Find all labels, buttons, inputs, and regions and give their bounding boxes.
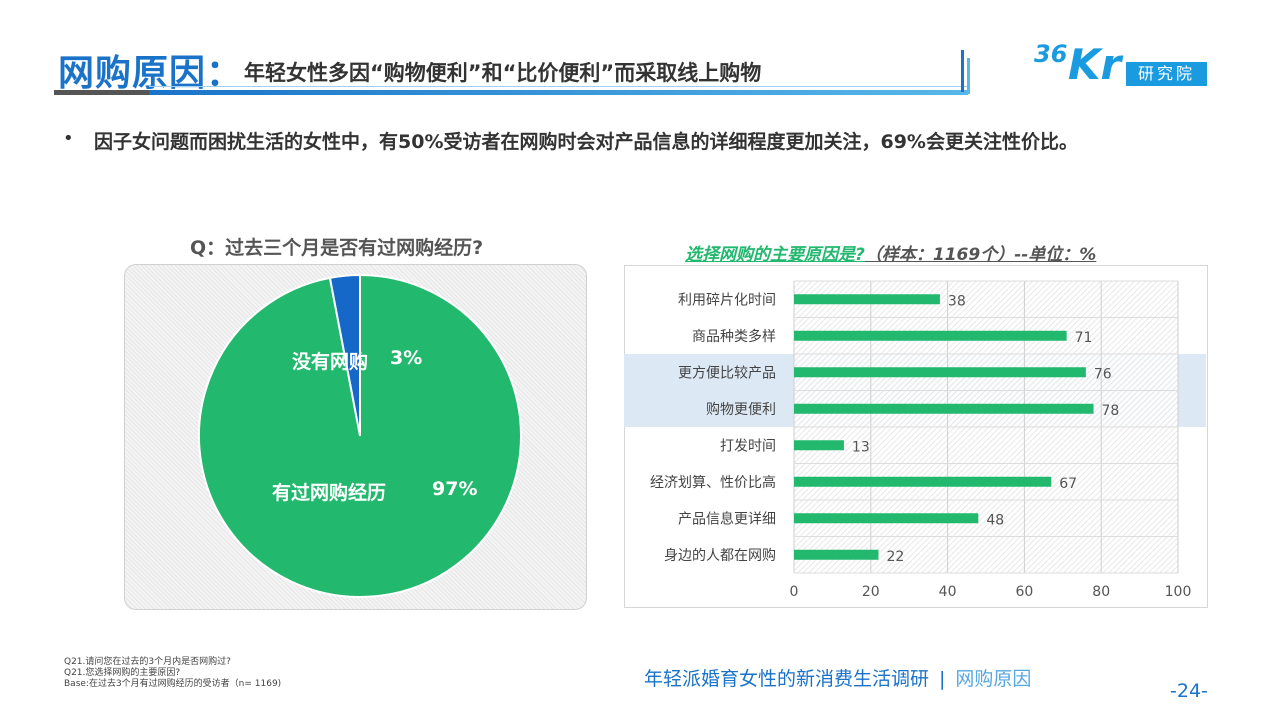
title-decoration-bar (967, 58, 970, 94)
title-underline-dark (54, 90, 149, 95)
category-label: 利用碎片化时间 (678, 292, 776, 308)
data-label: 13 (852, 439, 870, 455)
data-label: 71 (1075, 330, 1093, 346)
page-subtitle: 年轻女性多因“购物便利”和“比价便利”而采取线上购物 (244, 61, 762, 85)
data-label: 67 (1059, 476, 1077, 492)
bullet-text: 因子女问题而困扰生活的女性中，有50%受访者在网购时会对产品信息的详细程度更加关… (94, 131, 1078, 153)
category-label: 更方便比较产品 (678, 365, 776, 381)
data-label: 78 (1102, 403, 1120, 419)
bar (794, 403, 1094, 414)
footnote-line: Q21.请问您在过去的3个月内是否网购过? (64, 657, 231, 667)
category-label: 商品种类多样 (692, 328, 776, 345)
report-title: 年轻派婚育女性的新消费生活调研 (644, 668, 930, 690)
pie-pct-has-shopped: 97% (432, 478, 478, 500)
logo-36: 36 (1034, 40, 1068, 68)
title-underline-thin (149, 86, 968, 87)
bar-chart-question: 选择网购的主要原因是? (685, 245, 865, 265)
bar-chart: 利用碎片化时间 38 商品种类多样 71 更方便比较产品 76 购物更便利 78 打发时间 13 经… (624, 280, 1206, 600)
bar (794, 294, 940, 305)
pie-chart (198, 273, 522, 598)
bar (794, 476, 1052, 487)
logo-kr: Kr (1068, 40, 1122, 89)
section-name: 网购原因 (955, 668, 1032, 690)
pie-slice-has-shopped (198, 273, 522, 598)
page-title: 网购原因： (58, 53, 244, 94)
bar (794, 330, 1067, 341)
x-tick-label: 80 (1092, 584, 1110, 600)
category-label: 购物更便利 (706, 402, 776, 418)
x-tick-label: 0 (790, 584, 799, 600)
data-label: 22 (886, 549, 904, 565)
x-tick-label: 60 (1015, 584, 1033, 600)
x-tick-label: 20 (862, 584, 880, 600)
data-label: 76 (1094, 366, 1112, 382)
bar (794, 549, 879, 560)
pie-label-no-shopping: 没有网购 (292, 351, 369, 373)
footnote-line: Q21.您选择网购的主要原因? (64, 668, 181, 678)
title-underline-blue (149, 90, 968, 95)
pie-pct-no-shopping: 3% (390, 347, 423, 369)
x-tick-label: 100 (1165, 584, 1192, 600)
footer-separator: | (939, 668, 946, 690)
category-label: 打发时间 (720, 437, 776, 454)
category-label: 身边的人都在网购 (664, 548, 776, 564)
data-label: 38 (948, 293, 966, 309)
data-label: 48 (986, 512, 1004, 528)
pie-label-has-shopped: 有过网购经历 (272, 482, 387, 504)
footnotes: Q21.请问您在过去的3个月内是否网购过? Q21.您选择网购的主要原因? Ba… (64, 657, 281, 690)
bar (794, 367, 1086, 378)
category-label: 产品信息更详细 (678, 510, 776, 527)
pie-chart-title: Q：过去三个月是否有过网购经历? (190, 237, 484, 259)
bar-chart-title: 选择网购的主要原因是?（样本：1169个）--单位：% (685, 240, 1096, 265)
page-number: -24- (1170, 680, 1208, 702)
footer-report-info: 年轻派婚育女性的新消费生活调研 | 网购原因 (644, 664, 1031, 691)
bullet-icon: • (63, 128, 74, 149)
bar (794, 440, 844, 451)
x-tick-label: 40 (939, 584, 957, 600)
logo-research-institute: 研究院 (1126, 62, 1207, 86)
footnote-line: Base:在过去3个月有过网购经历的受访者（n= 1169) (64, 679, 282, 689)
category-label: 经济划算、性价比高 (650, 474, 776, 491)
bar-chart-sample-note: （样本：1169个）--单位：% (864, 245, 1097, 265)
bar (794, 513, 979, 524)
title-decoration-bar (961, 50, 964, 92)
